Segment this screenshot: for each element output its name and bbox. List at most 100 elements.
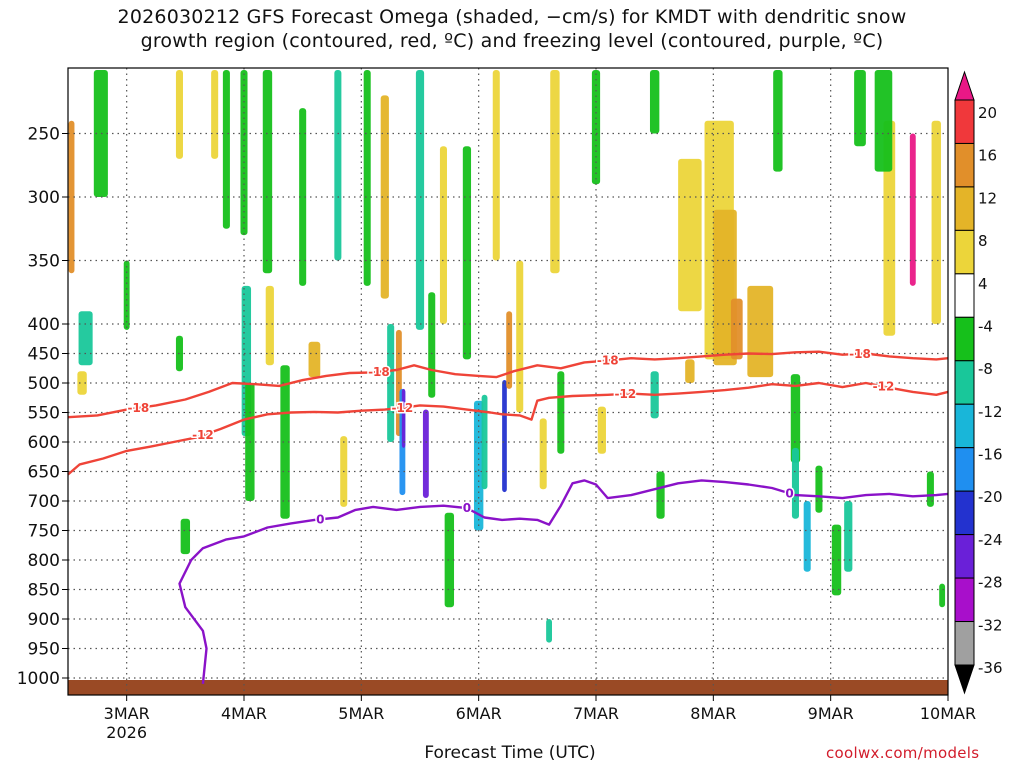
omega-cell (175, 70, 183, 159)
x-axis-label: Forecast Time (UTC) (424, 743, 596, 763)
colorbar-box (954, 447, 975, 492)
omega-cell (334, 70, 342, 261)
terrain-low (68, 684, 127, 695)
omega-cell (926, 471, 934, 507)
contour-label: -12 (192, 428, 214, 442)
chart-title-line-2: growth region (contoured, red, ºC) and f… (140, 30, 884, 52)
colorbar-box (954, 360, 975, 405)
x-tick-label: 9MAR (808, 704, 854, 723)
contour-freezing_level (178, 479, 949, 685)
omega-cell (685, 359, 695, 383)
contour-dgz_minus18 (67, 350, 949, 419)
omega-cell (844, 501, 853, 572)
omega-shading-layer (68, 70, 946, 643)
y-tick-label: 300 (28, 188, 60, 208)
colorbar-label: 12 (978, 189, 997, 207)
omega-cell (854, 70, 866, 147)
omega-cell (308, 341, 321, 378)
omega-cell (415, 70, 425, 330)
omega-cell (502, 380, 507, 493)
omega-cell (557, 371, 565, 454)
colorbar-box (954, 490, 975, 536)
colorbar-box (954, 621, 975, 666)
contour-label: 0 (785, 486, 793, 500)
omega-cell (773, 70, 783, 172)
omega-cell (931, 120, 941, 324)
colorbar-box (954, 99, 975, 144)
omega-cell (262, 70, 273, 274)
colorbar-label: -20 (978, 488, 1003, 506)
y-tick-label: 950 (28, 640, 60, 660)
colorbar-max-triangle (954, 70, 975, 101)
omega-cell (481, 394, 488, 490)
omega-cell (240, 70, 248, 236)
y-tick-label: 550 (28, 404, 60, 424)
y-tick-label: 700 (28, 492, 60, 512)
contour-label: -18 (368, 365, 390, 379)
y-tick-label: 350 (28, 252, 60, 272)
colorbar-label: 8 (978, 232, 988, 250)
omega-cell (123, 260, 130, 330)
omega-cell (939, 583, 946, 608)
contour-label: 0 (463, 501, 471, 515)
contour-label: -18 (128, 401, 150, 415)
colorbar-label: -32 (978, 616, 1003, 634)
omega-cell (363, 70, 371, 286)
contour-label: -18 (849, 347, 871, 361)
colorbar-label: -16 (978, 446, 1003, 464)
colorbar-box (954, 534, 975, 579)
colorbar-label: 4 (978, 275, 988, 293)
colorbar: 20 16 12 8 4 -4 -8 -12 -16 -20 -24 -28 -32 -36 (954, 70, 1003, 695)
y-tick-label: 250 (28, 125, 60, 145)
x-tick-label: 3MAR (104, 704, 150, 723)
chart-title-line-1: 2026030212 GFS Forecast Omega (shaded, −… (117, 6, 907, 28)
omega-cell (428, 292, 436, 398)
colorbar-label: -12 (978, 403, 1003, 421)
omega-cell (211, 70, 219, 159)
omega-cell (68, 120, 75, 274)
omega-cell (546, 619, 552, 643)
omega-cell (473, 400, 484, 531)
colorbar-label: -24 (978, 531, 1003, 549)
terrain-layer (68, 680, 948, 695)
plot-frame (67, 67, 949, 696)
x-tick-label: 8MAR (690, 704, 736, 723)
y-tick-label: 800 (28, 551, 60, 571)
y-tick-label: 600 (28, 433, 60, 453)
x-tick-label: 5MAR (338, 704, 384, 723)
omega-cell (222, 70, 230, 229)
colorbar-label: -28 (978, 574, 1003, 592)
y-tick-label: 450 (28, 345, 60, 365)
omega-cell (387, 324, 395, 442)
contour-dgz_minus12 (67, 381, 949, 476)
y-axis: 250 300 350 400 450 500 550 600 650 700 750 800 850 9… (17, 125, 68, 689)
omega-cell (656, 471, 665, 519)
contour-label: -18 (597, 354, 619, 368)
x-tick-label: 7MAR (573, 704, 619, 723)
omega-cell (591, 70, 601, 185)
omega-cell (550, 70, 560, 274)
omega-cell (909, 133, 916, 286)
omega-cell (874, 70, 893, 172)
omega-cell (422, 409, 429, 499)
omega-cell (492, 70, 500, 261)
colorbar-label: -36 (978, 659, 1003, 677)
omega-cell (747, 285, 774, 378)
x-tick-label: 6MAR (456, 704, 502, 723)
credit-link[interactable]: coolwx.com/models (826, 744, 980, 762)
y-tick-label: 500 (28, 374, 60, 394)
terrain-surface (68, 680, 948, 695)
omega-cell (444, 512, 455, 608)
omega-cell (597, 406, 606, 454)
y-tick-label: 400 (28, 315, 60, 335)
colorbar-box (954, 273, 975, 318)
x-tick-sublabel: 2026 (106, 723, 147, 742)
omega-cell (401, 388, 406, 448)
plot-border (67, 67, 949, 696)
colorbar-label: -8 (978, 360, 993, 378)
omega-cell (439, 146, 447, 324)
colorbar-label: 16 (978, 147, 997, 165)
